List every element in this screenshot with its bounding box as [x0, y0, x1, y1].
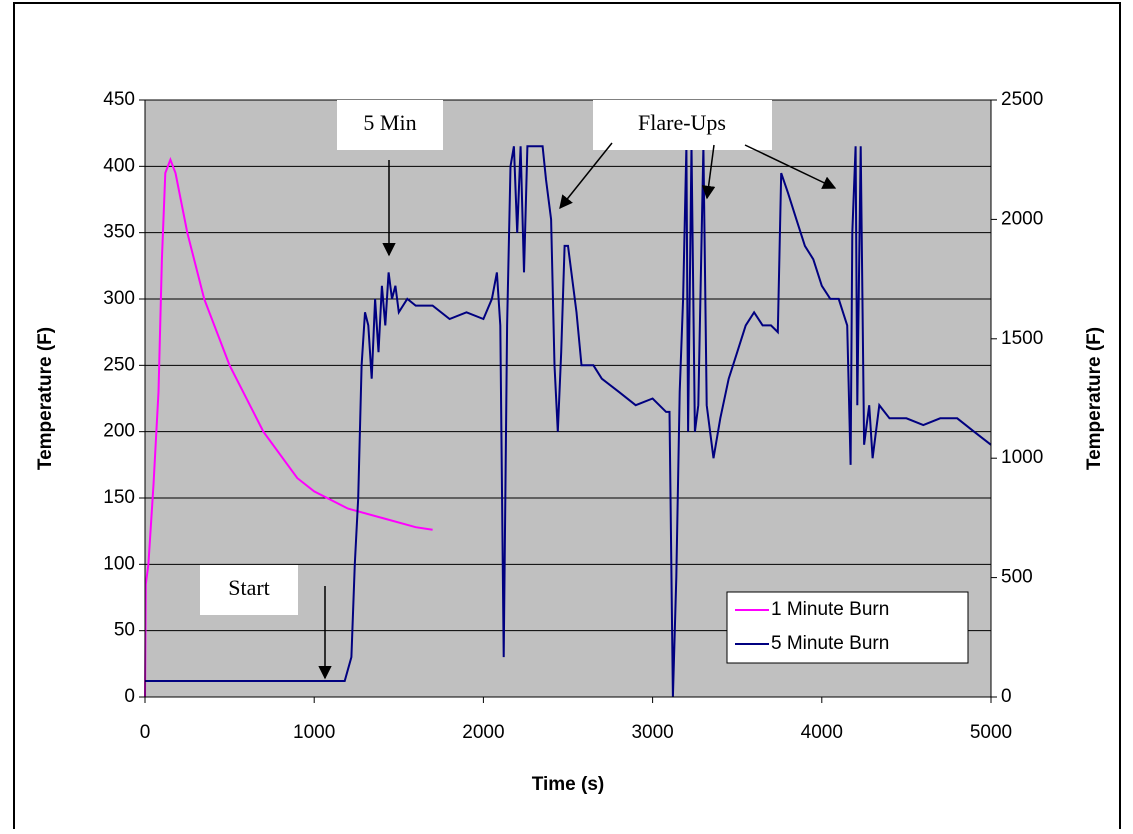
- y2-tick-label: 1500: [1001, 328, 1043, 349]
- x-axis-label: Time (s): [532, 774, 605, 795]
- series-line: [144, 156, 433, 698]
- series-line: [145, 145, 992, 698]
- annotation: Flare-Ups: [638, 110, 726, 135]
- x-tick-label: 2000: [462, 722, 504, 743]
- y-tick-label: 200: [103, 421, 135, 442]
- y2-tick-label: 1000: [1001, 447, 1043, 468]
- annotation-box: [337, 100, 443, 150]
- y2-axis-label: Temperature (F): [1084, 327, 1105, 470]
- y-tick-label: 50: [114, 620, 135, 641]
- annotation: 5 Min: [363, 110, 416, 135]
- x-tick-label: 0: [140, 722, 151, 743]
- arrows: [318, 142, 837, 680]
- y2-tick-label: 500: [1001, 567, 1033, 588]
- x-tick-label: 4000: [801, 722, 843, 743]
- legend-label: 1 Minute Burn: [771, 599, 889, 620]
- y-tick-label: 250: [103, 354, 135, 375]
- annotation-box: [593, 100, 772, 150]
- y-tick-label: 100: [103, 553, 135, 574]
- annotation-box: [200, 565, 298, 615]
- y2-tick-label: 2500: [1001, 89, 1043, 110]
- x-tick-label: 3000: [631, 722, 673, 743]
- legend-label: 5 Minute Burn: [771, 633, 889, 654]
- y-tick-label: 450: [103, 89, 135, 110]
- y-tick-label: 300: [103, 288, 135, 309]
- y2-tick-label: 2000: [1001, 208, 1043, 229]
- y2-tick-label: 0: [1001, 686, 1012, 707]
- y-tick-label: 350: [103, 222, 135, 243]
- y-axis-label: Temperature (F): [35, 327, 56, 470]
- x-tick-label: 1000: [293, 722, 335, 743]
- annotation: Start: [228, 575, 270, 600]
- legend-box: [726, 591, 969, 664]
- y-tick-label: 150: [103, 487, 135, 508]
- y-tick-label: 0: [124, 686, 135, 707]
- y-tick-label: 400: [103, 155, 135, 176]
- x-tick-label: 5000: [970, 722, 1012, 743]
